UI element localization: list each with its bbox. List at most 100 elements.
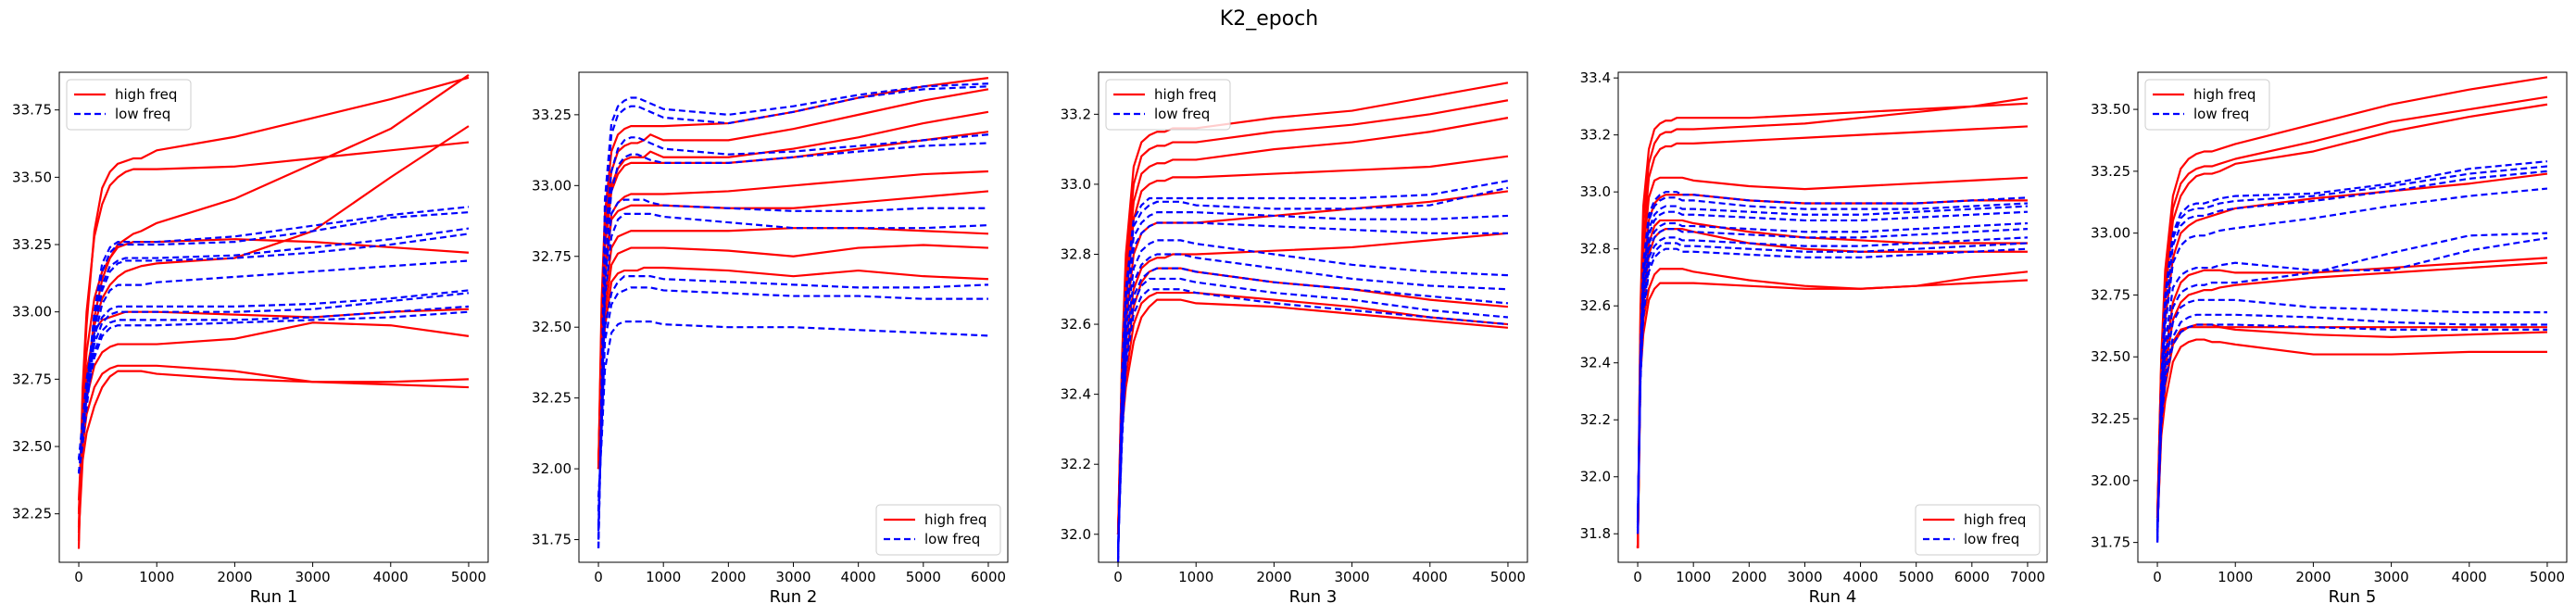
- legend-box: [875, 504, 1001, 556]
- y-tick-label: 33.2: [1061, 106, 1091, 122]
- legend: high freq low freq: [1105, 79, 1231, 131]
- x-tick-label: 0: [2153, 569, 2162, 585]
- legend-label-low-freq: low freq: [1154, 106, 1210, 122]
- series-group: [1636, 96, 2029, 548]
- series-line-high-freq: [1116, 291, 1509, 534]
- series-line-high-freq: [597, 244, 988, 470]
- y-tick-label: 33.50: [2091, 101, 2130, 118]
- x-tick-label: 1000: [1178, 569, 1213, 585]
- legend: high freq low freq: [875, 504, 1001, 556]
- series-line-low-freq: [77, 305, 470, 460]
- x-tick-label: 2000: [1731, 569, 1766, 585]
- legend-label-high-freq: high freq: [924, 511, 986, 528]
- x-tick-label: 4000: [2452, 569, 2487, 585]
- legend-label-low-freq: low freq: [1964, 531, 2019, 547]
- series-line-low-freq: [77, 259, 470, 474]
- series-line-high-freq: [77, 364, 469, 528]
- series-line-low-freq: [597, 198, 988, 532]
- series-line-low-freq: [1116, 239, 1508, 556]
- legend: high freq low freq: [2144, 79, 2270, 131]
- series-line-low-freq: [2155, 323, 2547, 525]
- x-tick-label: 3000: [775, 569, 810, 585]
- series-line-low-freq: [2155, 165, 2548, 543]
- series-line-low-freq: [1116, 277, 1509, 548]
- x-tick-label: 4000: [1842, 569, 1878, 585]
- legend-label-low-freq: low freq: [924, 531, 980, 547]
- x-tick-label: 1000: [1676, 569, 1711, 585]
- series-line-low-freq: [77, 289, 470, 460]
- series-line-high-freq: [2155, 95, 2548, 518]
- series-line-low-freq: [2155, 236, 2548, 535]
- y-tick-label: 33.00: [532, 177, 572, 194]
- x-tick-label: 5000: [1899, 569, 1934, 585]
- x-tick-label: 0: [594, 569, 603, 585]
- series-line-high-freq: [1636, 96, 2029, 548]
- series-line-low-freq: [1116, 221, 1508, 559]
- legend-label-high-freq: high freq: [1154, 86, 1216, 103]
- y-tick-label: 33.75: [12, 102, 52, 119]
- x-axis-label: Run 4: [1809, 587, 1857, 607]
- series-line-high-freq: [1636, 176, 2029, 548]
- series-line-low-freq: [1636, 247, 2029, 520]
- y-tick-label: 32.75: [12, 371, 52, 387]
- series-line-low-freq: [597, 142, 988, 540]
- series-line-low-freq: [1636, 191, 2029, 534]
- legend-label-low-freq: low freq: [115, 106, 170, 122]
- y-tick-label: 33.00: [2091, 225, 2130, 242]
- series-line-high-freq: [2155, 103, 2548, 518]
- subplot-1: 0 1000 2000 3000 4000 5000 32.25 32.50 32.75 33.0…: [12, 71, 489, 607]
- series-line-low-freq: [597, 286, 988, 512]
- series-line-high-freq: [77, 238, 470, 514]
- legend-label-high-freq: high freq: [1964, 511, 2026, 528]
- x-tick-label: 1000: [646, 569, 681, 585]
- series-line-high-freq: [1636, 102, 2029, 548]
- y-tick-label: 32.2: [1580, 411, 1611, 428]
- legend-box: [2144, 79, 2270, 131]
- legend-box: [1915, 504, 2041, 556]
- x-tick-label: 4000: [1413, 569, 1448, 585]
- y-tick-label: 32.75: [2091, 286, 2130, 303]
- x-tick-label: 3000: [1787, 569, 1822, 585]
- series-line-low-freq: [2155, 187, 2548, 538]
- x-tick-label: 4000: [841, 569, 876, 585]
- x-tick-label: 1000: [2218, 569, 2253, 585]
- y-tick-label: 32.00: [2091, 472, 2130, 489]
- series-line-high-freq: [2155, 76, 2548, 518]
- series-line-high-freq: [597, 266, 988, 470]
- series-line-high-freq: [1636, 125, 2029, 548]
- series-line-low-freq: [1116, 186, 1509, 562]
- y-tick-label: 32.75: [532, 248, 572, 265]
- series-group: [2155, 76, 2548, 543]
- series-line-low-freq: [597, 275, 988, 512]
- y-tick-label: 32.00: [532, 460, 572, 477]
- y-tick-label: 32.6: [1580, 297, 1611, 314]
- x-axis-label: Run 1: [250, 587, 298, 607]
- series-group: [597, 77, 989, 548]
- x-tick-label: 2000: [2295, 569, 2331, 585]
- subplot-2: 0 1000 2000 3000 4000 5000 6000 31.75 32.00 32.25…: [532, 71, 1009, 607]
- series-line-low-freq: [1636, 205, 2029, 532]
- y-tick-label: 32.50: [532, 319, 572, 335]
- y-tick-label: 33.50: [12, 169, 52, 185]
- x-tick-label: 0: [1113, 569, 1123, 585]
- axes-frame: [58, 71, 489, 563]
- legend-label-high-freq: high freq: [115, 86, 177, 103]
- series-line-high-freq: [597, 190, 989, 470]
- series-line-low-freq: [1636, 242, 2029, 522]
- subplot-5: 0 1000 2000 3000 4000 5000 31.75 32.00 32.25 32.5…: [2091, 71, 2568, 607]
- x-tick-label: 0: [74, 569, 83, 585]
- subplot-grid: 0 1000 2000 3000 4000 5000 32.25 32.50 32.75 33.0…: [12, 69, 2568, 607]
- axes-frame: [1098, 71, 1528, 563]
- y-tick-label: 31.8: [1580, 525, 1611, 542]
- y-tick-label: 32.8: [1580, 241, 1611, 258]
- series-line-high-freq: [77, 141, 470, 528]
- x-tick-label: 6000: [971, 569, 1006, 585]
- y-tick-label: 31.75: [2091, 534, 2130, 551]
- y-tick-label: 32.4: [1061, 386, 1091, 403]
- y-tick-label: 33.00: [12, 304, 52, 321]
- x-tick-label: 2000: [1256, 569, 1291, 585]
- y-tick-label: 32.2: [1061, 456, 1091, 472]
- x-tick-label: 5000: [906, 569, 941, 585]
- series-line-low-freq: [2155, 232, 2547, 533]
